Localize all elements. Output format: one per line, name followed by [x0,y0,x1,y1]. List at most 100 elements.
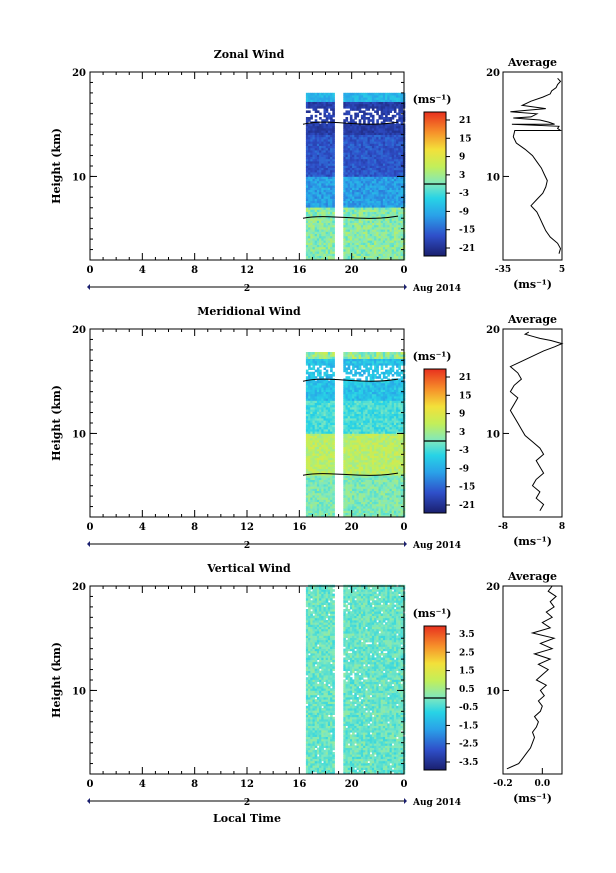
heatmap-cell [385,134,388,138]
heatmap-cell [374,196,377,199]
heatmap-cell [327,196,331,199]
heatmap-cell [393,143,397,146]
heatmap-cell [325,387,329,390]
heatmap-cell [365,497,368,500]
heatmap-cell [310,224,313,228]
heatmap-cell [305,486,309,489]
heatmap-cell [365,459,368,463]
heatmap-cell [369,136,373,140]
heatmap-cell [310,464,313,467]
heatmap-cell [354,501,357,505]
heatmap-cell [347,130,351,133]
heatmap-cell [363,200,366,204]
heatmap-cell [325,125,329,129]
heatmap-cell [330,475,333,478]
heatmap-cell [349,143,353,146]
heatmap-cell [308,249,311,252]
heatmap-cell [316,486,320,489]
heatmap-cell [314,501,318,505]
heatmap-cell [380,200,384,204]
heatmap-cell [356,147,360,151]
heatmap-cell [330,352,333,355]
heatmap-cell [354,420,357,423]
heatmap-cell [371,253,375,256]
heatmap-cell [385,242,388,245]
heatmap-cell [349,352,353,355]
heatmap-cell [352,407,355,410]
heatmap-cell [305,101,309,105]
heatmap-cell [349,358,353,362]
heatmap-cell [369,499,373,502]
heatmap-cell [312,145,316,149]
heatmap-cell [349,435,353,439]
heatmap-cell [314,200,318,204]
heatmap-cell [354,514,357,518]
heatmap-cell [345,220,349,223]
heatmap-cell [385,117,388,120]
heatmap-cell [396,156,399,160]
heatmap-cell [321,354,324,357]
heatmap-cell [325,176,329,179]
heatmap-cell [363,358,366,362]
heatmap-cell [312,238,316,241]
heatmap-cell [332,446,335,450]
heatmap-cell [369,112,373,116]
heatmap-cell [314,196,318,199]
heatmap-cell [319,387,322,390]
heatmap-cell [365,218,368,221]
heatmap-cell [343,462,346,465]
heatmap-cell [369,97,373,100]
heatmap-cell [327,470,331,474]
heatmap-cell [365,407,368,410]
heatmap-cell [312,152,316,155]
heatmap-cell [356,506,360,509]
heatmap-cell [314,409,318,412]
heatmap-cell [343,158,346,162]
heatmap-cell [389,172,393,175]
heatmap-cell [343,92,346,96]
heatmap-cell [308,185,311,188]
heatmap-cell [305,444,309,447]
heatmap-cell [316,411,320,414]
heatmap-cell [332,187,335,190]
heatmap-cell [360,229,364,232]
heatmap-cell [332,462,335,465]
heatmap-cell [378,187,382,190]
heatmap-cell [321,376,324,379]
heatmap-cell [305,468,309,472]
heatmap-cell [374,95,377,98]
heatmap-cell [378,152,382,155]
heatmap-cell [345,422,349,425]
heatmap-cell [343,512,346,516]
heatmap-cell [385,139,388,142]
heatmap-cell [367,407,371,410]
heatmap-cell [349,484,353,487]
heatmap-cell [325,128,329,131]
heatmap-cell [310,409,313,412]
heatmap-cell [347,499,351,502]
heatmap-cell [360,136,364,140]
heatmap-cell [371,231,375,234]
heatmap-cell [369,216,373,219]
heatmap-cell [367,481,371,485]
heatmap-cell [369,165,373,168]
heatmap-cell [325,495,329,498]
heatmap-cell [389,246,393,250]
heatmap-cell [314,249,318,252]
heatmap-cell [310,481,313,485]
heatmap-cell [352,227,355,230]
heatmap-cell [308,97,311,100]
heatmap-cell [310,435,313,439]
heatmap-cell [393,231,397,234]
heatmap-cell [323,459,327,463]
heatmap-cell [352,233,355,237]
heatmap-cell [369,202,373,206]
heatmap-cell [310,200,313,204]
heatmap-cell [354,415,357,419]
heatmap-cell [354,108,357,111]
heatmap-cell [321,382,324,386]
heatmap-cell [323,466,327,469]
heatmap-cell [358,457,362,461]
heatmap-cell [330,448,333,452]
heatmap-cell [310,466,313,469]
